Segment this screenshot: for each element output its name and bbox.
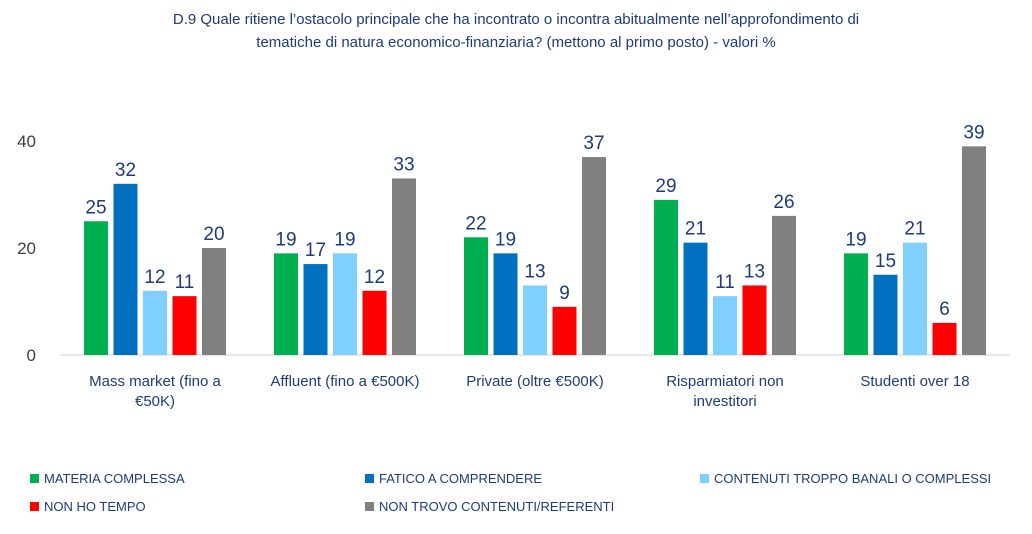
data-label: 37 xyxy=(583,133,604,154)
data-label: 19 xyxy=(845,229,866,250)
data-label: 9 xyxy=(559,283,570,304)
data-label: 33 xyxy=(393,154,414,175)
legend-item: CONTENUTI TROPPO BANALI O COMPLESSI xyxy=(700,471,991,486)
x-tick-label: investitori xyxy=(693,393,756,410)
data-label: 25 xyxy=(85,197,106,218)
bar xyxy=(303,264,328,355)
data-label: 12 xyxy=(364,267,385,288)
bar xyxy=(713,296,737,355)
legend-swatch xyxy=(30,502,39,511)
bar xyxy=(202,248,226,355)
data-label: 19 xyxy=(495,229,516,250)
data-label: 21 xyxy=(904,219,925,240)
bar xyxy=(873,274,898,355)
bar xyxy=(903,242,927,355)
x-tick-label: Mass market (fino a xyxy=(89,373,221,390)
x-tick-label: Private (oltre €500K) xyxy=(466,373,604,390)
x-tick-label: Studenti over 18 xyxy=(860,373,969,390)
data-label: 39 xyxy=(963,122,984,143)
bar xyxy=(172,296,197,355)
legend-item: NON HO TEMPO xyxy=(30,499,146,514)
legend-item: MATERIA COMPLESSA xyxy=(30,471,185,486)
legend-label: NON TROVO CONTENUTI/REFERENTI xyxy=(379,499,615,514)
data-label: 6 xyxy=(939,299,950,320)
legend-item: FATICO A COMPRENDERE xyxy=(365,471,542,486)
chart-title-line-2: tematiche di natura economico-finanziari… xyxy=(256,34,776,51)
data-label: 22 xyxy=(465,213,486,234)
legend-label: NON HO TEMPO xyxy=(44,499,146,514)
bar xyxy=(362,290,387,355)
x-tick-label: Risparmiatori non xyxy=(666,373,784,390)
y-tick-label: 20 xyxy=(17,239,36,258)
bar xyxy=(962,146,986,355)
chart-title-line-1: D.9 Quale ritiene l’ostacolo principale … xyxy=(172,11,860,28)
bar xyxy=(84,221,108,355)
bar xyxy=(683,242,708,355)
bar xyxy=(464,237,488,355)
data-label: 26 xyxy=(773,192,794,213)
bar xyxy=(844,253,868,355)
chart-title: D.9 Quale ritiene l’ostacolo principale … xyxy=(0,8,1032,54)
legend-label: FATICO A COMPRENDERE xyxy=(379,471,543,486)
y-tick-label: 0 xyxy=(27,346,36,365)
y-tick-label: 40 xyxy=(17,132,36,151)
bar xyxy=(274,253,298,355)
legend-label: CONTENUTI TROPPO BANALI O COMPLESSI xyxy=(714,471,992,486)
legend-item: NON TROVO CONTENUTI/REFERENTI xyxy=(365,499,614,514)
bar xyxy=(143,290,167,355)
data-label: 13 xyxy=(744,261,765,282)
data-label: 29 xyxy=(655,176,676,197)
bar xyxy=(772,215,796,355)
data-label: 17 xyxy=(305,240,326,261)
bar xyxy=(333,253,357,355)
data-label: 19 xyxy=(275,229,296,250)
bar xyxy=(113,183,138,355)
bar xyxy=(392,178,416,355)
data-label: 11 xyxy=(715,272,735,293)
bar xyxy=(552,306,577,355)
legend-label: MATERIA COMPLESSA xyxy=(44,471,185,486)
data-label: 20 xyxy=(203,224,224,245)
data-label: 15 xyxy=(875,251,896,272)
data-label: 19 xyxy=(334,229,355,250)
legend-swatch xyxy=(30,474,39,483)
bar xyxy=(523,285,547,355)
bar xyxy=(493,253,518,355)
data-label: 13 xyxy=(524,261,545,282)
legend-swatch xyxy=(365,502,374,511)
x-tick-label: Affluent (fino a €500K) xyxy=(271,373,420,390)
x-tick-label: €50K) xyxy=(135,393,175,410)
bar xyxy=(932,322,957,355)
legend-swatch xyxy=(365,474,374,483)
data-label: 21 xyxy=(685,219,706,240)
data-label: 11 xyxy=(175,272,195,293)
bar xyxy=(582,157,606,355)
legend-swatch xyxy=(700,474,709,483)
bar xyxy=(654,199,678,355)
bar xyxy=(742,285,767,355)
data-label: 32 xyxy=(115,160,136,181)
data-label: 12 xyxy=(144,267,165,288)
